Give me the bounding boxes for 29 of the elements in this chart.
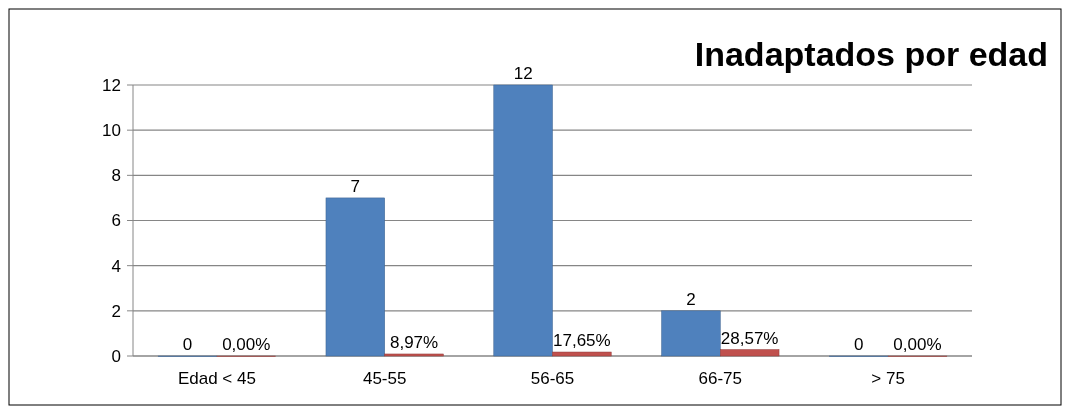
y-tick-label: 12 <box>102 75 121 95</box>
y-tick-label: 10 <box>102 121 121 141</box>
y-tick-label: 4 <box>111 256 121 276</box>
data-label: 2 <box>686 289 696 309</box>
y-tick-label: 6 <box>111 211 121 231</box>
y-tick-label: 2 <box>111 301 121 321</box>
x-tick-label: > 75 <box>871 369 905 388</box>
y-tick-label: 8 <box>111 166 121 186</box>
data-label: 8,97% <box>389 332 439 352</box>
data-label: 0 <box>182 335 193 354</box>
bar <box>720 349 780 357</box>
y-tick-label: 0 <box>111 346 121 366</box>
x-tick-label: 56-65 <box>530 369 575 388</box>
data-label: 0,00% <box>893 335 942 354</box>
x-tick-label: Edad < 45 <box>177 369 256 388</box>
data-label: 0,00% <box>222 335 271 354</box>
bar <box>325 197 385 357</box>
bar <box>493 84 553 357</box>
bar <box>661 310 721 357</box>
x-tick-label: 45-55 <box>362 369 407 388</box>
data-label: 12 <box>513 64 533 83</box>
data-label: 28,57% <box>720 328 779 348</box>
data-label: 0 <box>854 335 864 354</box>
data-label: 17,65% <box>553 331 611 351</box>
chart-title: Inadaptados por edad <box>694 35 1048 73</box>
x-tick-label: 66-75 <box>698 369 743 388</box>
bar <box>552 351 612 357</box>
data-label: 7 <box>350 176 361 196</box>
bar <box>384 353 444 357</box>
